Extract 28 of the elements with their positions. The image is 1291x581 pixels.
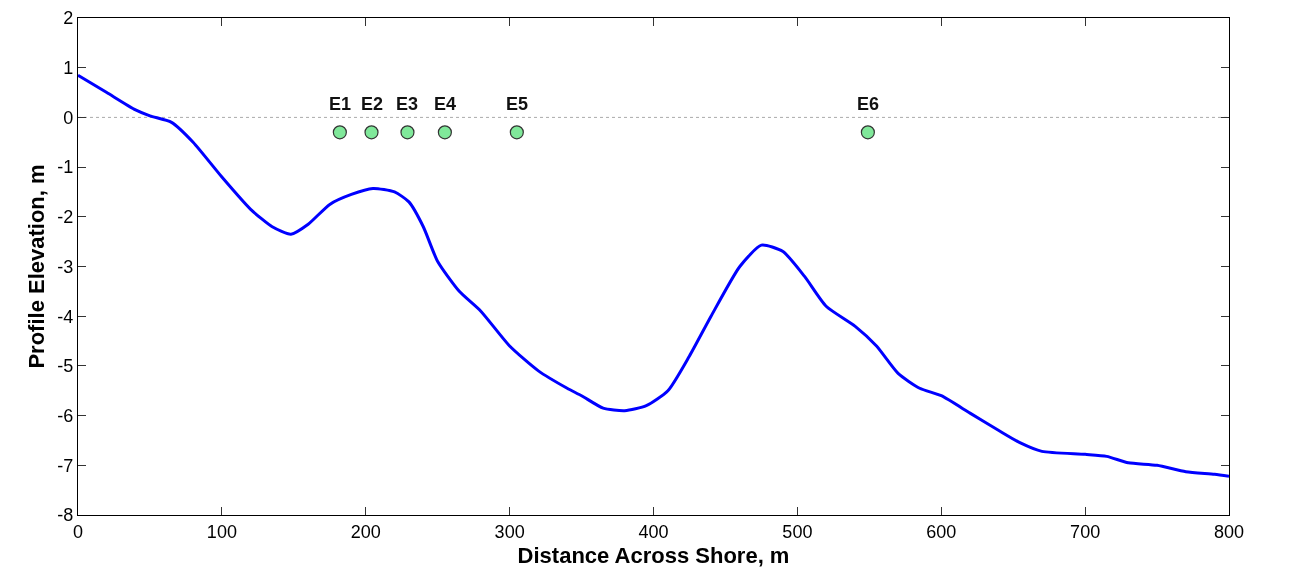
y-tick-label: 2 — [63, 8, 74, 29]
y-tick-label: -7 — [57, 455, 74, 476]
x-tick-label: 400 — [638, 521, 669, 542]
annotation: E2 — [361, 94, 384, 114]
y-tick-label: -6 — [57, 405, 74, 426]
x-tick-label: 600 — [926, 521, 957, 542]
annotation: E5 — [506, 94, 529, 114]
y-tick-label: -3 — [57, 256, 74, 277]
y-tick-label: -1 — [57, 157, 74, 178]
y-tick-label: -4 — [57, 306, 74, 327]
x-axis-title: Distance Across Shore, m — [517, 542, 790, 568]
y-tick-label: -8 — [57, 505, 74, 526]
y-tick-label: -5 — [57, 356, 74, 377]
x-tick-label: 300 — [494, 521, 525, 542]
x-tick-label: 100 — [206, 521, 237, 542]
x-tick-label: 200 — [350, 521, 381, 542]
annotation: E1 — [329, 94, 352, 114]
y-tick-label: 1 — [63, 58, 74, 78]
line-series — [78, 73, 1229, 478]
annotation: E4 — [434, 94, 457, 114]
y-tick-label: -2 — [57, 207, 74, 228]
annotation: E3 — [396, 94, 419, 114]
x-tick-label: 500 — [782, 521, 813, 542]
x-tick-label: 800 — [1213, 521, 1245, 542]
annotation: E6 — [857, 94, 880, 114]
y-tick-label: 0 — [63, 107, 74, 128]
x-tick-label: 700 — [1070, 521, 1101, 542]
y-axis-title: Profile Elevation, m — [24, 164, 50, 369]
